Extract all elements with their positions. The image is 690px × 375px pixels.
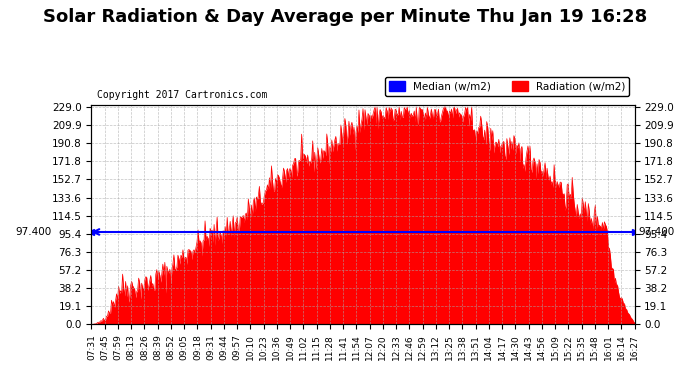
- Legend: Median (w/m2), Radiation (w/m2): Median (w/m2), Radiation (w/m2): [385, 77, 629, 96]
- Text: Solar Radiation & Day Average per Minute Thu Jan 19 16:28: Solar Radiation & Day Average per Minute…: [43, 8, 647, 26]
- Text: Copyright 2017 Cartronics.com: Copyright 2017 Cartronics.com: [97, 90, 267, 101]
- Text: 97.400: 97.400: [639, 227, 675, 237]
- Text: 97.400: 97.400: [15, 227, 51, 237]
